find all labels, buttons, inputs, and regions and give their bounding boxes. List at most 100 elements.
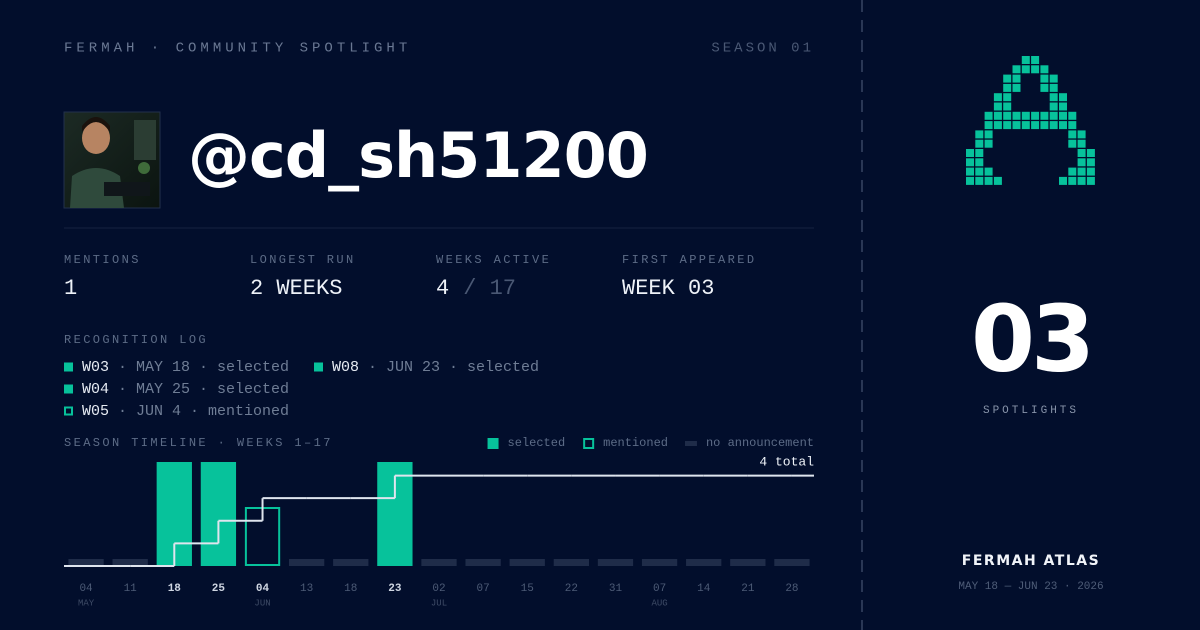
logo-pixel [993,111,1002,120]
logo-pixel [1077,158,1086,167]
logo-pixel [1012,74,1021,83]
total-label: 4 total [759,454,814,469]
stat-value: 4 [436,276,449,301]
logo-pixel [975,139,984,148]
logo-pixel [1068,167,1077,176]
logo-pixel [1059,121,1067,130]
stat-label: LONGEST RUN [250,253,356,267]
log-marker [64,362,73,372]
logo-pixel [1003,74,1012,83]
bar-none [112,559,148,566]
logo-pixel [1031,56,1040,64]
logo-pixel [1040,111,1049,120]
legend-label: mentioned [603,436,668,450]
log-detail: · JUN 23 · selected [368,359,539,376]
logo-pixel [1049,111,1058,120]
bar-none [730,559,766,566]
month-label: AUG [651,598,667,608]
x-tick-label: 14 [697,583,711,595]
stat-value: 1 [64,276,77,301]
handle: @cd_sh51200 [188,119,648,192]
logo-pixel [1049,102,1058,111]
logo-pixel [993,121,1002,130]
log-detail: · JUN 4 · mentioned [118,403,289,420]
logo-pixel [984,167,993,176]
x-tick-label: 25 [212,583,226,595]
logo-pixel [966,158,974,167]
logo-pixel [1086,167,1095,176]
x-tick-label: 07 [653,583,666,595]
logo-pixel [1086,176,1095,185]
stat-label: FIRST APPEARED [622,253,756,267]
logo-pixel [1003,83,1012,92]
legend-swatch [583,438,595,449]
logo-pixel [1049,74,1058,83]
logo-pixel [1077,176,1086,185]
bar-none [333,559,369,566]
x-tick-label: 04 [256,583,270,595]
date-range: MAY 18 — JUN 23 · 2026 [958,581,1103,593]
logo-pixel [984,121,993,130]
logo-pixel [1040,65,1049,74]
legend-label: no announcement [706,436,814,450]
month-label: MAY [78,598,95,608]
x-tick-label: 31 [609,583,623,595]
logo-pixel [1012,111,1021,120]
bar-none [774,559,810,566]
legend-swatch [684,441,697,446]
logo-pixel [966,167,974,176]
x-tick-label: 02 [432,583,445,595]
logo-pixel [1059,93,1067,102]
x-tick-label: 23 [388,583,402,595]
logo-pixel [1059,111,1067,120]
bar-none [289,559,325,566]
stat-suffix: / 17 [463,276,516,301]
bar-none [686,559,722,566]
x-tick-label: 13 [300,583,313,595]
logo-pixel [1077,130,1086,139]
logo-pixel [975,149,984,157]
logo-pixel [1040,121,1049,130]
x-tick-label: 18 [168,583,182,595]
log-week: W08 [332,359,359,376]
spotlight-count: 03 [971,285,1091,392]
bar-none [553,559,589,566]
logo-pixel [993,93,1002,102]
logo-pixel [1021,111,1030,120]
legend-label: selected [508,436,566,450]
logo-pixel [1068,139,1077,148]
brand: FERMAH · COMMUNITY SPOTLIGHT [64,41,411,57]
x-tick-label: 07 [477,583,490,595]
logo-pixel [1003,111,1012,120]
logo-pixel [1068,176,1077,185]
logo-pixel [984,111,993,120]
log-week: W03 [82,359,109,376]
logo-pixel [993,102,1002,111]
log-week: W05 [82,403,109,420]
logo-pixel [1012,65,1021,74]
x-tick-label: 22 [565,583,578,595]
logo-pixel [984,139,993,148]
logo-pixel [1049,93,1058,102]
logo-pixel [1003,121,1012,130]
logo-pixel [1059,102,1067,111]
logo-pixel [1068,121,1077,130]
logo-pixel [975,158,984,167]
logo-pixel [1003,93,1012,102]
logo-pixel [1040,83,1049,92]
logo-pixel [984,176,993,185]
recognition-log: W03 · MAY 18 · selected W04 · MAY 25 · sele… [64,359,539,420]
bar-none [421,559,457,566]
bar-none [597,559,634,566]
stat-value: WEEK 03 [622,276,714,301]
x-tick-label: 15 [521,583,534,595]
logo-pixel [966,176,974,185]
logo-pixel [1021,65,1030,74]
x-tick-label: 21 [741,583,755,595]
logo-pixel [993,176,1002,185]
stat-label: MENTIONS [64,253,141,267]
log-detail: · MAY 25 · selected [118,381,289,398]
atlas-name: FERMAH ATLAS [962,553,1100,569]
log-marker [314,362,323,372]
count-label: SPOTLIGHTS [983,405,1079,417]
